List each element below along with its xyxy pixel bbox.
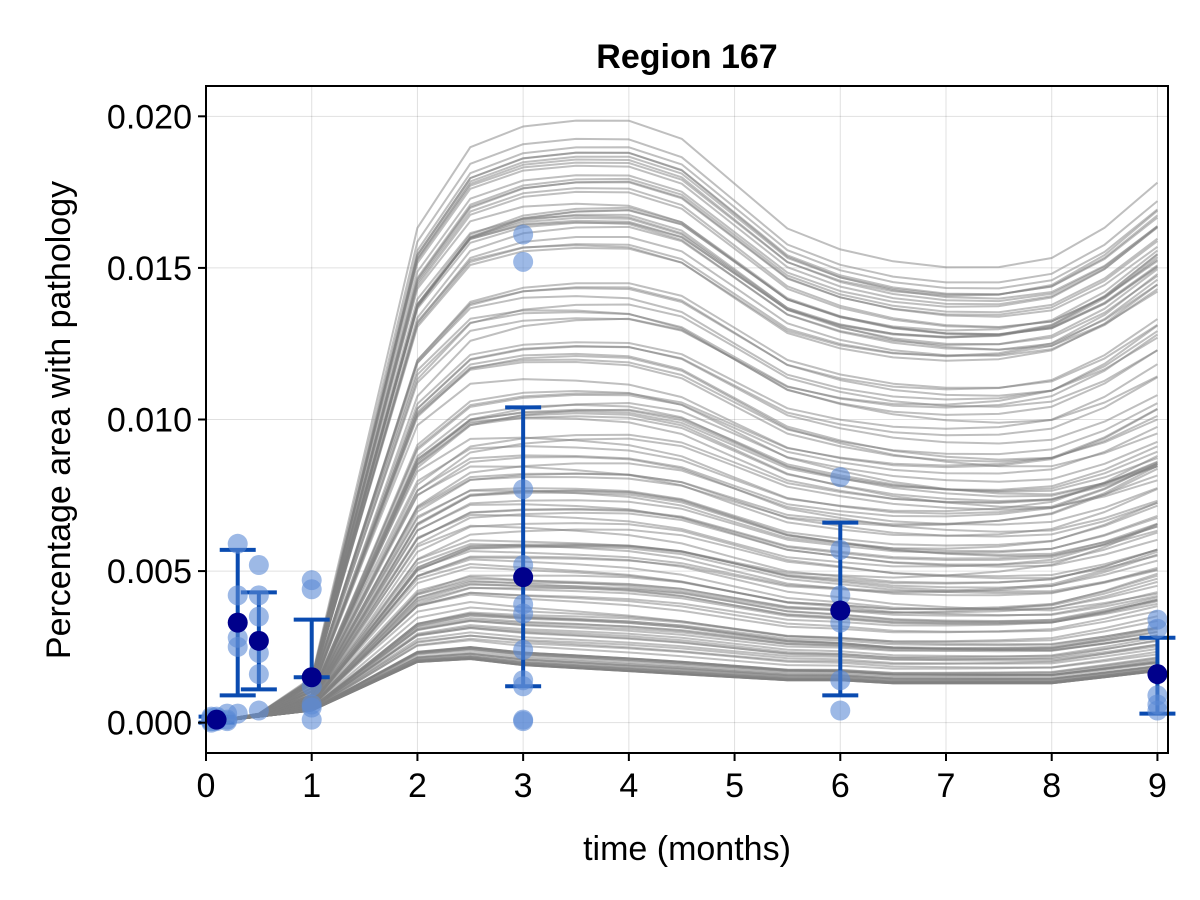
y-tick-label: 0.015 xyxy=(107,250,192,288)
y-tick-label: 0.020 xyxy=(107,98,192,136)
trajectory-line xyxy=(205,393,1158,724)
chart-title: Region 167 xyxy=(596,38,777,76)
trajectory-line xyxy=(205,647,1158,724)
mean-point xyxy=(248,630,269,651)
trajectory-line xyxy=(205,544,1158,724)
y-axis-ticks: 0.000 0.005 0.010 0.015 0.020 xyxy=(107,98,206,743)
trajectory-line xyxy=(205,317,1158,724)
x-tick-label: 4 xyxy=(619,767,638,805)
x-tick-label: 7 xyxy=(937,767,956,805)
trajectory-line xyxy=(205,137,1159,724)
mean-points xyxy=(206,567,1168,730)
x-tick-label: 6 xyxy=(831,767,850,805)
observation-point xyxy=(830,670,851,691)
observation-point xyxy=(513,479,534,500)
trajectory-line xyxy=(205,513,1158,724)
trajectory-line xyxy=(205,489,1158,724)
observation-point xyxy=(830,585,851,606)
x-tick-label: 5 xyxy=(725,767,744,805)
observation-point xyxy=(830,539,851,560)
trajectory-line xyxy=(205,522,1158,724)
observation-point xyxy=(1147,618,1168,639)
x-tick-label: 3 xyxy=(514,767,533,805)
trajectory-line xyxy=(205,146,1159,724)
mean-point xyxy=(227,612,248,633)
trajectory-lines xyxy=(205,119,1159,724)
x-axis-title: time (months) xyxy=(583,830,791,868)
trajectory-line xyxy=(205,467,1158,724)
trajectory-line xyxy=(205,619,1158,724)
trajectory-line xyxy=(205,489,1158,724)
mean-point xyxy=(830,600,851,621)
mean-point xyxy=(513,567,534,588)
x-tick-label: 9 xyxy=(1148,767,1167,805)
observation-point xyxy=(227,533,248,554)
trajectory-line xyxy=(205,436,1158,724)
observation-point xyxy=(227,703,248,724)
observation-point xyxy=(301,709,322,730)
trajectory-line xyxy=(205,174,1159,724)
trajectory-line xyxy=(205,408,1158,724)
trajectory-line xyxy=(205,579,1158,724)
observation-point xyxy=(248,700,269,721)
observation-point xyxy=(513,711,534,732)
observation-point xyxy=(1147,700,1168,721)
trajectory-line xyxy=(205,634,1158,724)
x-axis-ticks: 0 1 2 3 4 5 6 7 8 9 xyxy=(197,753,1167,805)
observation-point xyxy=(248,555,269,576)
observation-point xyxy=(227,585,248,606)
trajectory-line xyxy=(205,601,1158,724)
x-tick-label: 8 xyxy=(1042,767,1061,805)
trajectory-line xyxy=(205,591,1158,724)
observation-point xyxy=(248,606,269,627)
trajectory-line xyxy=(205,345,1158,724)
trajectory-line xyxy=(205,543,1158,724)
trajectory-line xyxy=(205,309,1158,724)
observation-point xyxy=(513,639,534,660)
trajectory-line xyxy=(205,499,1158,724)
trajectory-line xyxy=(205,456,1158,724)
y-tick-label: 0.000 xyxy=(107,705,192,743)
mean-point xyxy=(1147,664,1168,685)
y-tick-label: 0.010 xyxy=(107,402,192,440)
trajectory-line xyxy=(205,445,1158,724)
x-tick-label: 0 xyxy=(197,767,216,805)
trajectory-line xyxy=(205,657,1158,724)
observation-point xyxy=(513,603,534,624)
observation-point xyxy=(248,664,269,685)
x-tick-label: 1 xyxy=(302,767,321,805)
observation-point xyxy=(830,467,851,488)
trajectory-line xyxy=(205,416,1158,724)
trajectory-line xyxy=(205,213,1158,724)
x-tick-label: 2 xyxy=(408,767,427,805)
trajectory-line xyxy=(205,511,1158,724)
trajectory-line xyxy=(205,487,1158,724)
observation-point xyxy=(248,585,269,606)
observation-point xyxy=(513,676,534,697)
observation-point xyxy=(513,251,534,272)
observation-point xyxy=(227,636,248,657)
trajectory-line xyxy=(205,119,1159,724)
trajectory-line xyxy=(205,508,1158,724)
observation-point xyxy=(830,700,851,721)
trajectory-line xyxy=(205,611,1158,724)
observation-point xyxy=(513,224,534,245)
y-tick-label: 0.005 xyxy=(107,553,192,591)
mean-point xyxy=(301,667,322,688)
trajectory-line xyxy=(205,454,1158,724)
mean-point xyxy=(206,709,227,730)
observation-point xyxy=(301,579,322,600)
trajectory-line xyxy=(205,378,1158,724)
trajectory-line xyxy=(205,187,1158,724)
y-axis-title: Percentage area with pathology xyxy=(40,181,78,659)
trajectory-line xyxy=(205,572,1158,724)
